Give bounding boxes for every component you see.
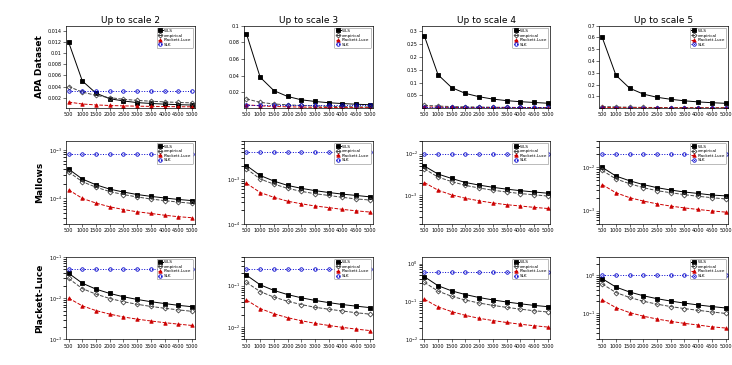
- Y-axis label: Mallows: Mallows: [36, 162, 45, 203]
- Title: Up to scale 3: Up to scale 3: [279, 16, 337, 25]
- Title: Up to scale 5: Up to scale 5: [635, 16, 693, 25]
- Legend: WLS, empirical, Plackett-Luce, SLK: WLS, empirical, Plackett-Luce, SLK: [512, 259, 548, 279]
- Title: Up to scale 2: Up to scale 2: [101, 16, 160, 25]
- Legend: WLS, empirical, Plackett-Luce, SLK: WLS, empirical, Plackett-Luce, SLK: [690, 28, 726, 48]
- Legend: WLS, empirical, Plackett-Luce, SLK: WLS, empirical, Plackett-Luce, SLK: [335, 259, 370, 279]
- Legend: WLS, empirical, Plackett-Luce, SLK: WLS, empirical, Plackett-Luce, SLK: [335, 143, 370, 164]
- Legend: WLS, empirical, Plackett-Luce, SLK: WLS, empirical, Plackett-Luce, SLK: [690, 143, 726, 164]
- Title: Up to scale 4: Up to scale 4: [457, 16, 515, 25]
- Legend: WLS, empirical, Plackett-Luce, SLK: WLS, empirical, Plackett-Luce, SLK: [690, 259, 726, 279]
- Legend: WLS, empirical, Plackett-Luce, SLK: WLS, empirical, Plackett-Luce, SLK: [512, 28, 548, 48]
- Legend: WLS, empirical, Plackett-Luce, SLK: WLS, empirical, Plackett-Luce, SLK: [157, 28, 193, 48]
- Y-axis label: APA Dataset: APA Dataset: [34, 35, 43, 98]
- Legend: WLS, empirical, Plackett-Luce, SLK: WLS, empirical, Plackett-Luce, SLK: [157, 259, 193, 279]
- Legend: WLS, empirical, Plackett-Luce, SLK: WLS, empirical, Plackett-Luce, SLK: [335, 28, 370, 48]
- Y-axis label: Plackett-Luce: Plackett-Luce: [36, 264, 45, 333]
- Legend: WLS, empirical, Plackett-Luce, SLK: WLS, empirical, Plackett-Luce, SLK: [157, 143, 193, 164]
- Legend: WLS, empirical, Plackett-Luce, SLK: WLS, empirical, Plackett-Luce, SLK: [512, 143, 548, 164]
